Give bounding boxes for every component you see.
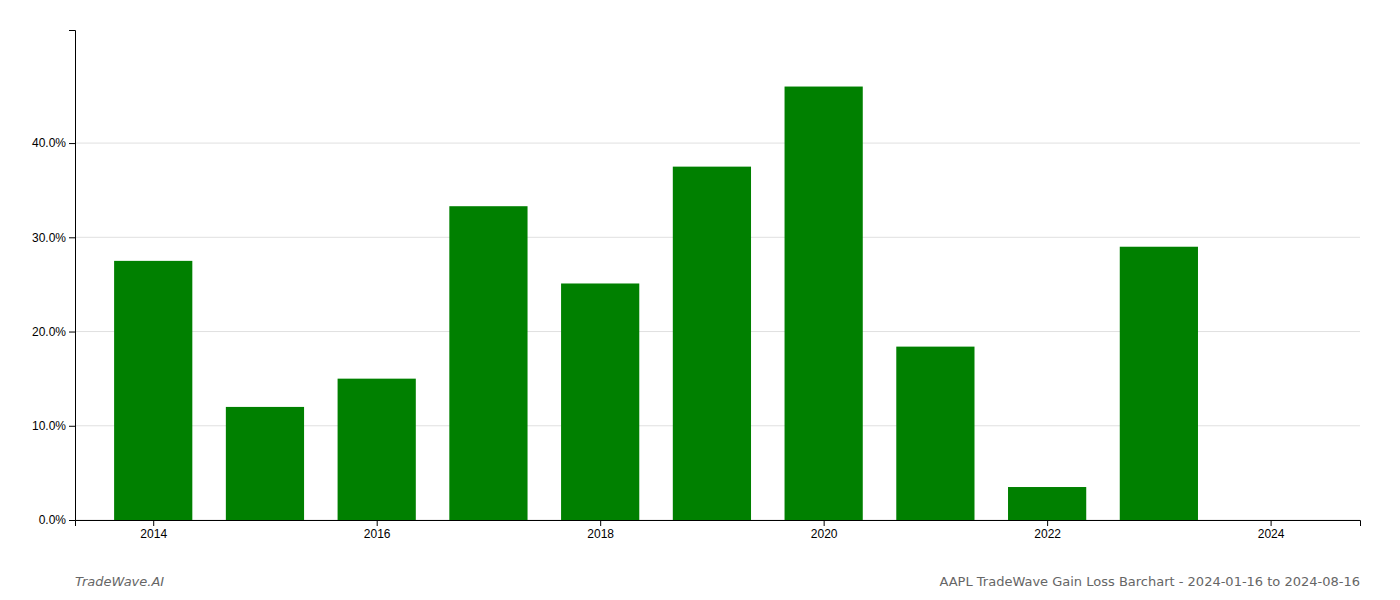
footer: TradeWave.AI AAPL TradeWave Gain Loss Bar… (75, 574, 1360, 589)
footer-left: TradeWave.AI (75, 574, 164, 589)
y-tick-label: 10.0% (32, 419, 66, 433)
y-tick: 20.0% (32, 325, 75, 339)
x-tick: 2020 (811, 520, 838, 541)
y-axis: 0.0% 10.0% 20.0% 30.0% 40.0% (32, 31, 76, 528)
y-tick-label: 20.0% (32, 325, 66, 339)
y-axis-line (69, 31, 76, 521)
y-tick-label: 30.0% (32, 231, 66, 245)
x-tick: 2018 (587, 520, 614, 541)
x-axis: 2014 2016 2018 2020 2022 2024 (76, 520, 1361, 541)
bar (561, 283, 639, 520)
x-tick: 2016 (364, 520, 391, 541)
x-tick-label: 2020 (811, 527, 838, 541)
grid-line (75, 143, 1360, 144)
bar (1008, 487, 1086, 520)
plot: 2014 2016 2018 2020 2022 2024 0.0% 10.0% 20.0% 30… (32, 31, 1361, 541)
x-tick-mark (600, 520, 601, 526)
bar (1120, 247, 1198, 520)
bar (896, 347, 974, 520)
y-tick: 40.0% (32, 136, 75, 150)
bar (785, 87, 863, 520)
x-tick: 2014 (140, 520, 167, 541)
y-tick: 30.0% (32, 231, 75, 245)
y-tick-label: 0.0% (39, 513, 67, 527)
x-tick-label: 2018 (587, 527, 614, 541)
x-tick-mark (153, 520, 154, 526)
x-tick-mark (377, 520, 378, 526)
y-tick-label: 40.0% (32, 136, 66, 150)
x-tick-label: 2022 (1034, 527, 1061, 541)
chart: 2014 2016 2018 2020 2022 2024 0.0% 10.0% 20.0% 30… (0, 0, 1400, 600)
x-tick-mark (1271, 520, 1272, 526)
bar (114, 261, 192, 520)
x-tick-mark (824, 520, 825, 526)
x-tick-label: 2024 (1258, 527, 1285, 541)
x-tick-mark (1047, 520, 1048, 526)
x-tick: 2022 (1034, 520, 1061, 541)
y-tick: 10.0% (32, 419, 75, 433)
y-tick: 0.0% (39, 513, 75, 527)
bar (338, 379, 416, 520)
footer-right: AAPL TradeWave Gain Loss Barchart - 2024… (939, 574, 1360, 589)
y-tick-mark (69, 237, 75, 238)
y-tick-mark (69, 426, 75, 427)
bar (673, 167, 751, 520)
bar (449, 206, 527, 520)
bars (114, 87, 1198, 520)
bar (1232, 520, 1310, 521)
x-tick-label: 2014 (140, 527, 167, 541)
x-tick: 2024 (1258, 520, 1285, 541)
grid (75, 143, 1360, 520)
y-tick-mark (69, 143, 75, 144)
x-axis-line (76, 521, 1361, 527)
y-tick-mark (69, 520, 75, 521)
bar (226, 407, 304, 520)
y-tick-mark (69, 332, 75, 333)
x-tick-label: 2016 (364, 527, 391, 541)
